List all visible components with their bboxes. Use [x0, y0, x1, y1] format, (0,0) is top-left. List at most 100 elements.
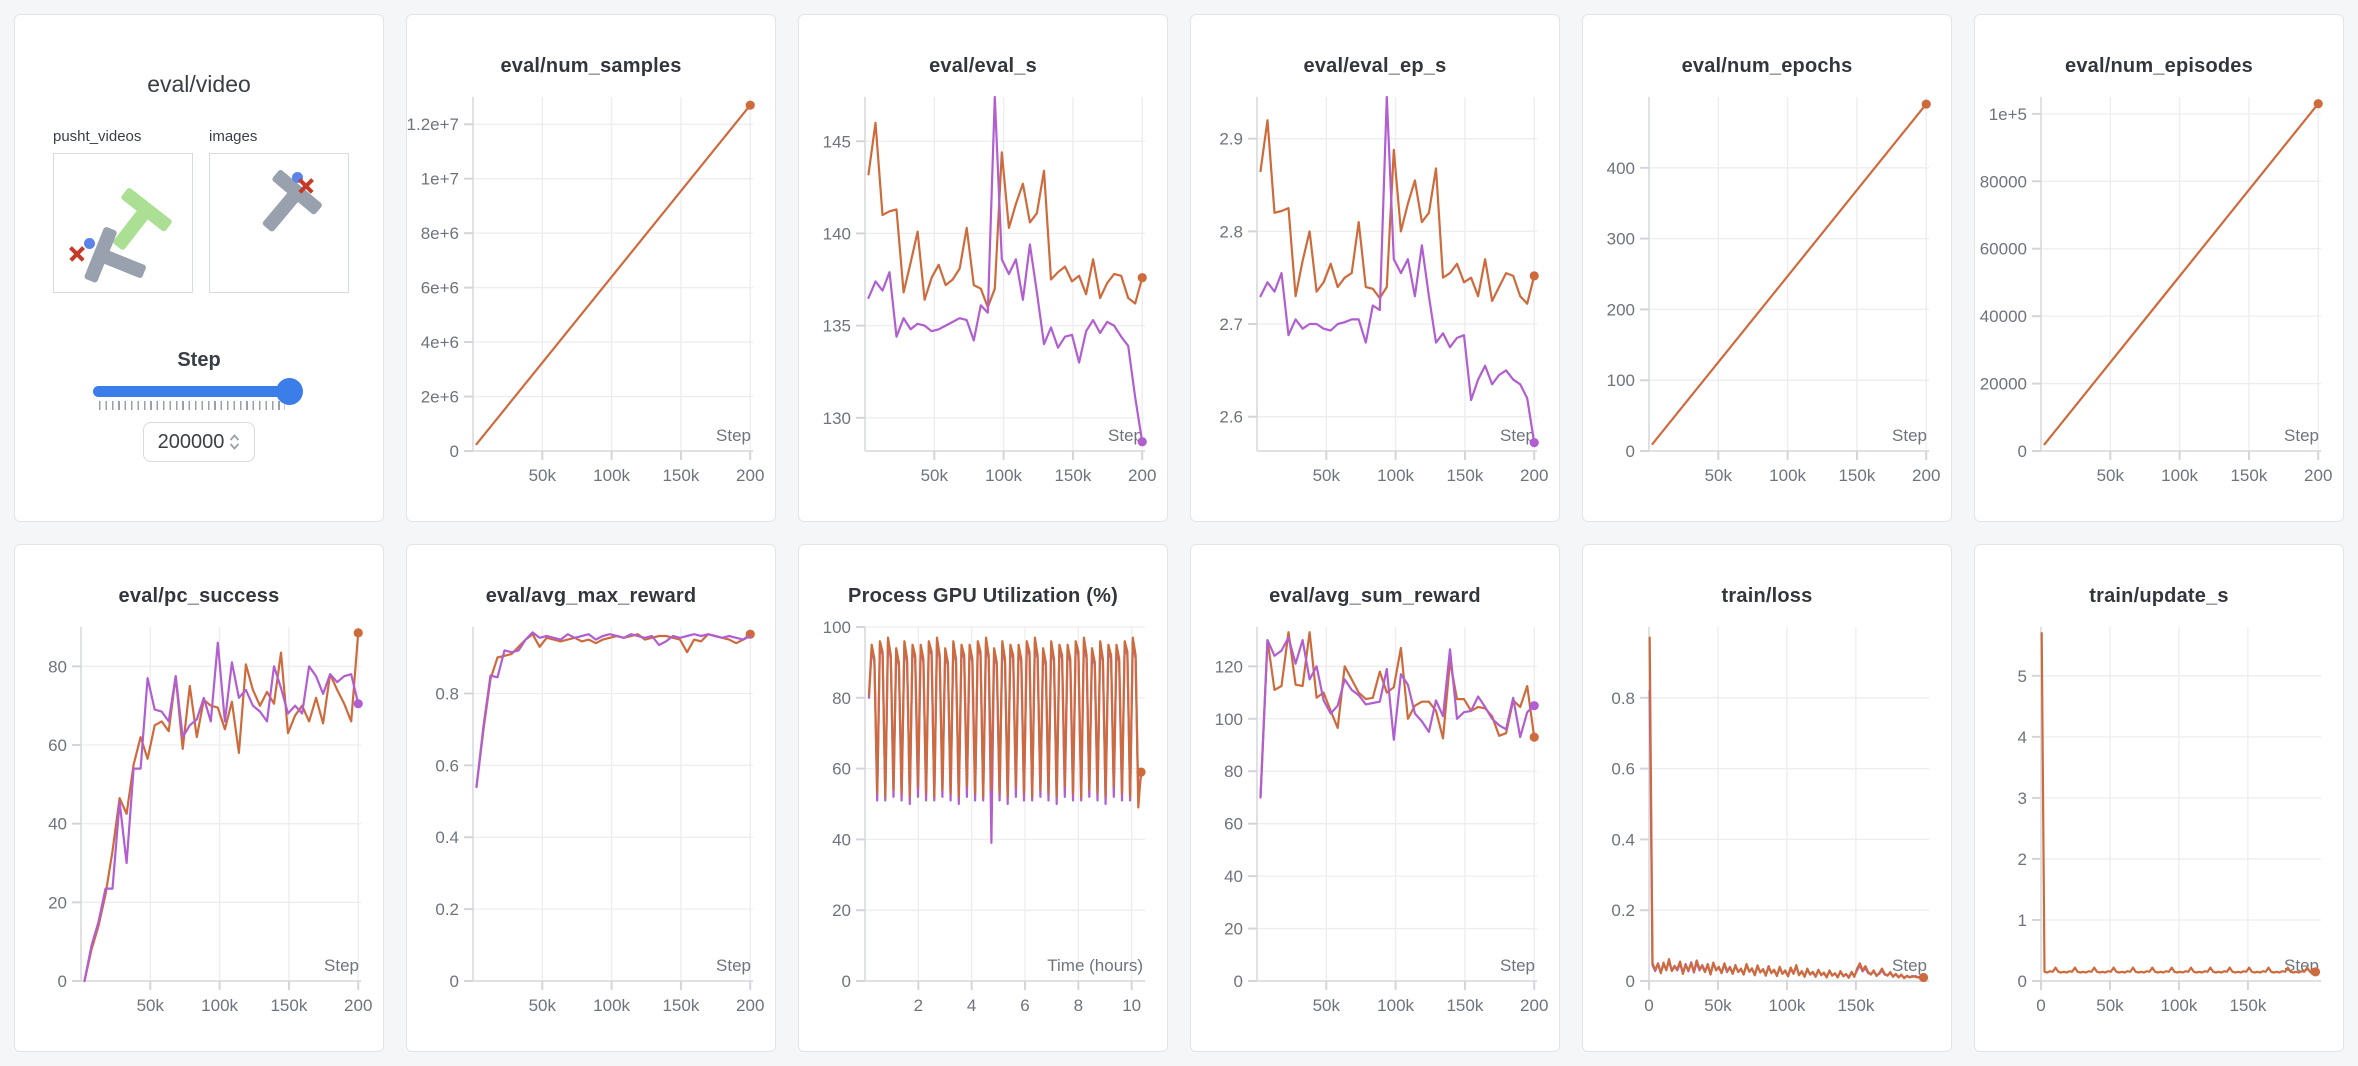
- y-tick-label: 4: [2018, 728, 2027, 747]
- y-tick-label: 40: [832, 830, 851, 849]
- video-panel[interactable]: eval/video pusht_videos images: [14, 14, 384, 522]
- y-tick-label: 40: [48, 815, 67, 834]
- chart-panel[interactable]: eval/num_episodes 0 20000 40000 60000 80000 1e…: [1974, 14, 2344, 522]
- step-value-input[interactable]: 200000: [143, 422, 255, 462]
- y-tick-label: 300: [1607, 230, 1635, 249]
- media-row: pusht_videos images: [53, 128, 383, 293]
- y-tick-label: 2.8: [1219, 222, 1243, 241]
- y-tick-label: 100: [1215, 710, 1243, 729]
- stepper-arrows-icon[interactable]: [229, 433, 240, 451]
- y-tick-label: 60000: [1980, 240, 2027, 259]
- y-tick-label: 1: [2018, 911, 2027, 930]
- series-end-dot: [1529, 732, 1539, 742]
- images-thumbnail[interactable]: [209, 153, 349, 293]
- y-tick-label: 1e+7: [421, 170, 459, 189]
- chart-title: Process GPU Utilization (%): [848, 585, 1118, 607]
- pusht-videos-thumbnail[interactable]: [53, 153, 193, 293]
- x-tick-label: 6: [1020, 996, 1029, 1015]
- series-end-dot: [1918, 972, 1929, 983]
- chart-panel[interactable]: eval/eval_ep_s 2.6 2.7 2.8 2.9 50k 100k 150k 200…: [1190, 14, 1560, 522]
- x-tick-label: 150k: [1837, 996, 1874, 1015]
- step-value[interactable]: 200000: [157, 430, 225, 453]
- series-end-dot: [745, 100, 755, 110]
- chart-panel[interactable]: Process GPU Utilization (%) 0 20 40 60 80 100 2…: [798, 544, 1168, 1052]
- chart-plot: 0 20000 40000 60000 80000 1e+5 50k 100k 150k 200 S…: [1980, 97, 2332, 485]
- y-tick-label: 0.6: [435, 756, 459, 775]
- x-tick-label: 100k: [1768, 996, 1805, 1015]
- y-tick-label: 1.2e+7: [407, 115, 459, 134]
- step-slider-thumb[interactable]: [276, 378, 303, 405]
- line-series-purple: [1259, 636, 1536, 799]
- x-tick-label: 150k: [1838, 466, 1875, 485]
- axis-name-label: Step: [1892, 426, 1927, 445]
- x-tick-label: 100k: [593, 996, 630, 1015]
- x-tick-label: 8: [1074, 996, 1083, 1015]
- media-label: images: [209, 128, 258, 145]
- y-tick-label: 80: [1224, 762, 1243, 781]
- y-tick-label: 145: [823, 132, 851, 151]
- y-tick-label: 0: [450, 442, 459, 461]
- line-series-purple: [475, 631, 752, 788]
- x-tick-label: 100k: [1769, 466, 1806, 485]
- line-series-purple: [1259, 95, 1536, 444]
- x-tick-label: 200: [1128, 466, 1156, 485]
- step-slider[interactable]: [93, 378, 305, 410]
- x-tick-label: 50k: [137, 996, 165, 1015]
- y-tick-label: 0.8: [435, 684, 459, 703]
- blue-dot-icon: [84, 238, 95, 249]
- x-tick-label: 100k: [201, 996, 238, 1015]
- media-item-images: images: [209, 128, 349, 293]
- x-tick-label: 50k: [529, 466, 557, 485]
- axis-name-label: Step: [1500, 956, 1535, 975]
- chart-plot: 0 0.2 0.4 0.6 0.8 0 50k 100k 150k Step: [1611, 627, 1929, 1015]
- chart-panel[interactable]: train/update_s 0 1 2 3 4 5 0 50k 100k 150k Step: [1974, 544, 2344, 1052]
- blue-dot-icon: [292, 172, 303, 183]
- chart-panel[interactable]: eval/num_samples 0 2e+6 4e+6 6e+6 8e+6 1e+7 1.2…: [406, 14, 776, 522]
- line-series-orange: [475, 633, 752, 788]
- y-tick-label: 400: [1607, 159, 1635, 178]
- y-tick-label: 40000: [1980, 307, 2027, 326]
- red-cross-icon: [296, 176, 316, 196]
- y-tick-label: 20: [48, 893, 67, 912]
- chart-title: train/update_s: [2089, 585, 2229, 607]
- chart-panel[interactable]: eval/avg_sum_reward 0 20 40 60 80 100 120 50k 100…: [1190, 544, 1560, 1052]
- line-series-orange: [1651, 103, 1928, 445]
- line-series-orange: [2040, 632, 2317, 974]
- x-tick-label: 200: [1520, 996, 1548, 1015]
- y-tick-label: 60: [832, 760, 851, 779]
- x-tick-label: 50k: [529, 996, 557, 1015]
- step-slider-track[interactable]: [93, 378, 303, 405]
- chart-plot: 130 135 140 145 50k 100k 150k 200 Step: [823, 95, 1156, 485]
- chart-panel[interactable]: eval/avg_max_reward 0 0.2 0.4 0.6 0.8 50k 100k 1…: [406, 544, 776, 1052]
- y-tick-label: 20000: [1980, 375, 2027, 394]
- series-end-dot: [353, 628, 363, 638]
- x-tick-label: 100k: [2161, 466, 2198, 485]
- y-tick-label: 0: [2018, 972, 2027, 991]
- x-tick-label: 150k: [1054, 466, 1091, 485]
- chart-panel[interactable]: eval/eval_s 130 135 140 145 50k 100k 150k 200 Ste…: [798, 14, 1168, 522]
- y-tick-label: 0: [2018, 442, 2027, 461]
- chart-panel[interactable]: train/loss 0 0.2 0.4 0.6 0.8 0 50k 100k 150k Step: [1582, 544, 1952, 1052]
- chart-panel[interactable]: eval/pc_success 0 20 40 60 80 50k 100k 150k 200 St…: [14, 544, 384, 1052]
- y-tick-label: 80: [832, 689, 851, 708]
- axis-name-label: Step: [1500, 426, 1535, 445]
- x-tick-label: 100k: [985, 466, 1022, 485]
- x-tick-label: 50k: [921, 466, 949, 485]
- series-end-dot: [2313, 99, 2323, 109]
- y-tick-label: 5: [2018, 667, 2027, 686]
- x-tick-label: 2: [914, 996, 923, 1015]
- y-tick-label: 0: [1626, 442, 1635, 461]
- chart-plot: 2.6 2.7 2.8 2.9 50k 100k 150k 200 Step: [1219, 95, 1548, 485]
- y-tick-label: 3: [2018, 789, 2027, 808]
- chart-panel[interactable]: eval/num_epochs 0 100 200 300 400 50k 100k 150k 2…: [1582, 14, 1952, 522]
- chart-plot: 0 0.2 0.4 0.6 0.8 50k 100k 150k 200 Step: [435, 627, 764, 1015]
- y-tick-label: 200: [1607, 300, 1635, 319]
- chart-title: eval/num_epochs: [1681, 55, 1853, 77]
- video-panel-title: eval/video: [147, 71, 251, 97]
- x-tick-label: 0: [2036, 996, 2045, 1015]
- series-end-dot: [1136, 767, 1146, 777]
- x-tick-label: 4: [967, 996, 976, 1015]
- series-end-dot: [2310, 967, 2321, 977]
- y-tick-label: 80000: [1980, 172, 2027, 191]
- chart-title: eval/num_episodes: [2065, 55, 2253, 77]
